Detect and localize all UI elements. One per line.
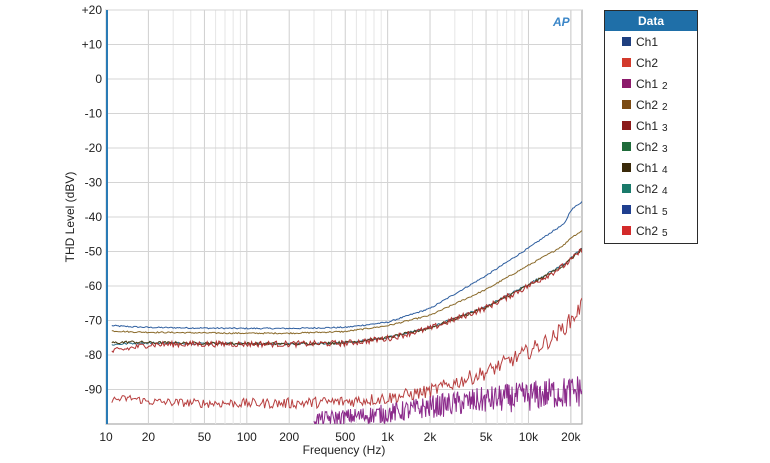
legend-swatch (622, 142, 631, 151)
legend-label: Ch2 (636, 55, 659, 70)
legend-swatch (622, 205, 631, 214)
x-tick-label: 5k (480, 430, 494, 444)
legend-item: Ch1 4 (605, 157, 697, 178)
legend-subscript: 3 (662, 123, 668, 134)
y-tick-label: -30 (85, 176, 103, 190)
legend-swatch (622, 163, 631, 172)
x-tick-label: 50 (198, 430, 212, 444)
legend-subscript: 5 (662, 228, 668, 239)
x-tick-label: 20 (142, 430, 156, 444)
legend-subscript: 5 (662, 207, 668, 218)
legend-swatch (622, 58, 631, 67)
legend-swatch (622, 184, 631, 193)
y-tick-label: -10 (85, 107, 103, 121)
y-tick-label: -70 (85, 314, 103, 328)
x-tick-label: 500 (335, 430, 355, 444)
legend-swatch (622, 121, 631, 130)
legend-item: Ch1 3 (605, 115, 697, 136)
series-line-4 (111, 248, 582, 347)
legend-item: Ch2 (605, 52, 697, 73)
x-tick-label: 100 (237, 430, 257, 444)
legend-label: Ch2 (636, 97, 659, 112)
legend-label: Ch1 (636, 76, 659, 91)
series-line-5 (111, 248, 582, 354)
x-tick-label: 1k (381, 430, 395, 444)
y-tick-label: -20 (85, 141, 103, 155)
ap-logo: AP (553, 15, 570, 29)
x-tick-label: 10 (99, 430, 113, 444)
legend-swatch (622, 100, 631, 109)
series-line-1 (111, 201, 582, 330)
y-tick-label: +20 (82, 3, 103, 17)
x-axis: 10 20 50 100 200 500 1k 2k 5k 10k 20k (99, 430, 581, 444)
x-axis-title: Frequency (Hz) (303, 443, 386, 457)
x-tick-label: 200 (279, 430, 299, 444)
legend-item: Ch2 3 (605, 136, 697, 157)
legend-title: Data (605, 11, 697, 31)
y-tick-label: -60 (85, 279, 103, 293)
y-axis: +20 +10 0 -10 -20 -30 -40 -50 -60 -70 -80 -90 (82, 3, 103, 397)
x-tick-label: 20k (561, 430, 581, 444)
legend-panel: Data Ch1 Ch2 Ch1 2 Ch2 2 Ch1 3 Ch2 3 Ch1 4 Ch2 4 Ch1 5 C… (604, 10, 698, 244)
y-tick-label: -50 (85, 245, 103, 259)
y-tick-label: -90 (85, 383, 103, 397)
legend-label: Ch1 (636, 160, 659, 175)
x-tick-label: 2k (424, 430, 438, 444)
legend-label: Ch1 (636, 118, 659, 133)
legend-label: Ch1 (636, 34, 659, 49)
series-layer (111, 201, 582, 424)
legend-item: Ch1 2 (605, 73, 697, 94)
legend-swatch (622, 79, 631, 88)
legend-swatch (622, 226, 631, 235)
legend-item: Ch2 2 (605, 94, 697, 115)
y-tick-label: -40 (85, 210, 103, 224)
legend-subscript: 4 (662, 165, 668, 176)
legend-swatch (622, 37, 631, 46)
legend-subscript: 2 (662, 81, 668, 92)
y-tick-label: +10 (82, 38, 103, 52)
legend-subscript: 3 (662, 144, 668, 155)
legend-label: Ch2 (636, 181, 659, 196)
x-tick-label: 10k (519, 430, 539, 444)
series-line-2 (111, 230, 582, 335)
legend-item: Ch1 5 (605, 199, 697, 220)
y-tick-label: 0 (95, 72, 102, 86)
legend-list: Ch1 Ch2 Ch1 2 Ch2 2 Ch1 3 Ch2 3 Ch1 4 Ch2 4 Ch1 5 Ch2 5 (605, 31, 697, 241)
series-line-7 (313, 376, 582, 424)
legend-item: Ch2 5 (605, 220, 697, 241)
series-line-6 (111, 297, 582, 410)
legend-label: Ch2 (636, 223, 659, 238)
legend-subscript: 2 (662, 102, 668, 113)
y-tick-label: -80 (85, 348, 103, 362)
legend-label: Ch2 (636, 139, 659, 154)
legend-subscript: 4 (662, 186, 668, 197)
legend-item: Ch1 (605, 31, 697, 52)
y-axis-title: THD Level (dBV) (63, 172, 77, 263)
legend-item: Ch2 4 (605, 178, 697, 199)
legend-label: Ch1 (636, 202, 659, 217)
